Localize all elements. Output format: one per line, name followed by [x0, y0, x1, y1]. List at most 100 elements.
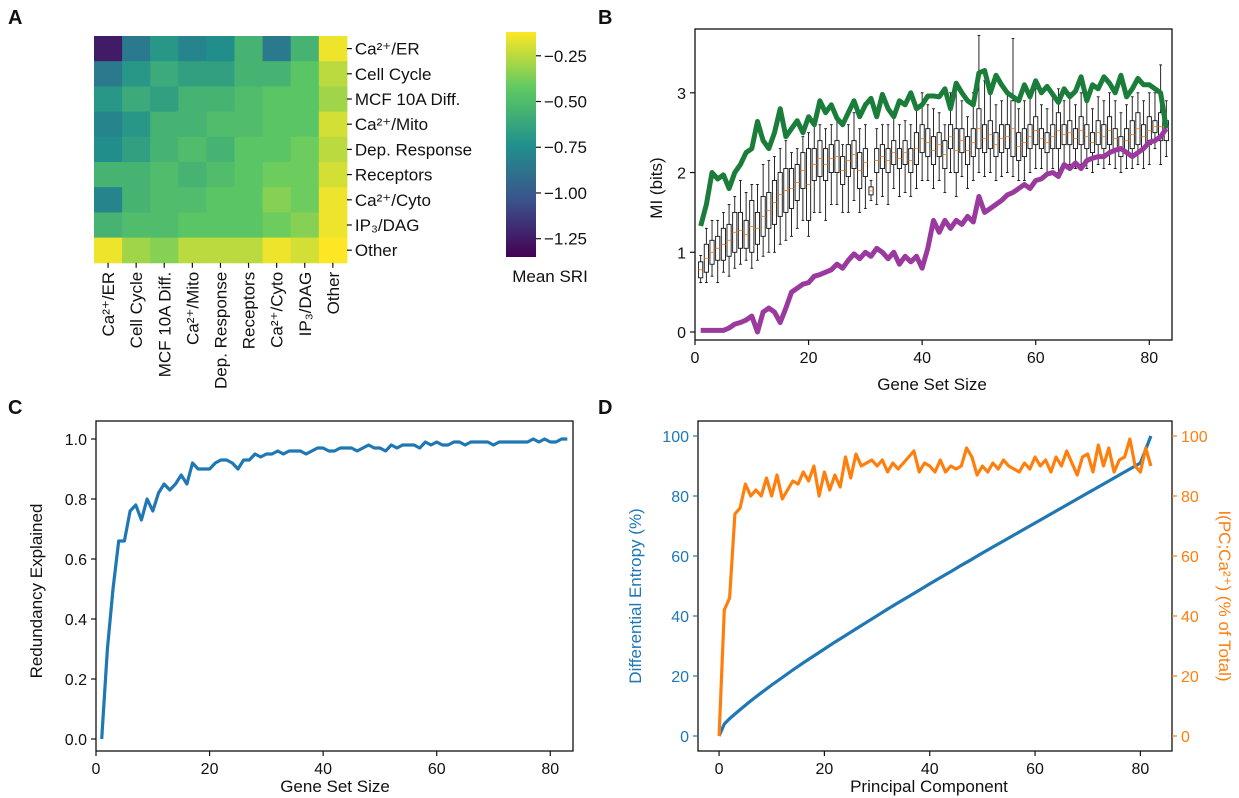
heatmap-cell: [206, 111, 235, 138]
y-tick-label: 0.4: [65, 612, 87, 629]
heatmap-cell: [150, 187, 179, 213]
heatmap-cell: [178, 162, 207, 188]
heatmap-cell: [122, 187, 151, 213]
heatmap-cell: [206, 187, 235, 213]
heatmap-cell: [234, 86, 264, 113]
x-tick-label: 20: [201, 761, 219, 778]
series-line: [100, 437, 568, 740]
panel-d-chart: D 0 20 40 60 80 0 20 40 60 80 100 0 20 40 60 80 100 Prin…: [598, 397, 1234, 796]
y-right-tick-label: 20: [1181, 669, 1199, 686]
heatmap-cell: [122, 61, 151, 87]
column-label: MCF 10A Diff.: [155, 272, 174, 378]
heatmap-cell: [262, 36, 292, 62]
row-label: Receptors: [355, 166, 432, 185]
y-right-tick-label: 0: [1181, 729, 1190, 746]
y-right-tick-label: 100: [1181, 429, 1208, 446]
heatmap-cell: [318, 111, 348, 138]
column-label: Other: [324, 271, 343, 314]
heatmap-cell: [262, 187, 292, 213]
x-tick-label: 40: [913, 350, 931, 367]
x-tick-label: 60: [1026, 761, 1044, 778]
heatmap-cell: [262, 86, 292, 113]
column-label: Ca²⁺/ER: [99, 272, 118, 337]
column-label: Cell Cycle: [127, 272, 146, 349]
heatmap-cell: [234, 111, 264, 138]
row-label: Ca²⁺/Cyto: [355, 191, 431, 210]
y-tick-label: 80: [671, 489, 689, 506]
axes-frame: [694, 28, 1173, 341]
heatmap-cell: [290, 237, 320, 264]
heatmap-cell: [234, 187, 264, 213]
x-tick-label: 80: [1140, 350, 1158, 367]
axes: 0 20 40 60 80 0 1 2 3: [677, 28, 1173, 367]
x-tick-label: 0: [92, 761, 101, 778]
column-label: Dep. Response: [211, 272, 230, 389]
heatmap-cell: [318, 237, 348, 264]
x-axis-label: Gene Set Size: [280, 777, 390, 796]
heatmap-cell: [150, 36, 179, 62]
heatmap-cell: [122, 111, 151, 138]
heatmap-cell: [206, 212, 235, 239]
panel-d-letter: D: [598, 397, 612, 419]
heatmap-cell: [178, 212, 207, 239]
heatmap-cell: [262, 162, 292, 188]
x-tick-label: 80: [1132, 761, 1150, 778]
heatmap-cell: [290, 111, 320, 138]
heatmap-cell: [206, 36, 235, 62]
heatmap-cell: [206, 86, 235, 113]
heatmap-cell: [290, 36, 320, 62]
y-tick-label: 0: [677, 325, 686, 342]
y-right-tick-label: 60: [1181, 549, 1199, 566]
heatmap-cell: [206, 237, 235, 264]
heatmap-cell: [94, 36, 123, 62]
heatmap-cell: [318, 136, 348, 163]
heatmap-cell: [122, 237, 151, 264]
colorbar-label: Mean SRI: [512, 267, 588, 286]
x-tick-label: 60: [428, 761, 446, 778]
y-axis-label: Redundancy Explained: [27, 504, 46, 679]
heatmap-cell: [318, 212, 348, 239]
y-tick-label: 0: [680, 729, 689, 746]
y-tick-label: 0.0: [65, 732, 87, 749]
axes-frame: [697, 420, 1173, 752]
heatmap-cell: [178, 187, 207, 213]
y-tick-label: 20: [671, 669, 689, 686]
y-axis-label: MI (bits): [647, 157, 666, 218]
heatmap-cell: [206, 61, 235, 87]
heatmap-cell: [122, 212, 151, 239]
heatmap-cell: [94, 61, 123, 87]
heatmap-cell: [290, 212, 320, 239]
heatmap-cell: [318, 36, 348, 62]
y-tick-label: 0.2: [65, 672, 87, 689]
x-tick-label: 60: [1027, 350, 1045, 367]
series-line: [717, 435, 1153, 737]
heatmap-cell: [262, 61, 292, 87]
x-tick-label: 80: [541, 761, 559, 778]
panel-a-letter: A: [8, 7, 22, 29]
series-lines: [100, 437, 568, 740]
y-right-tick-label: 40: [1181, 609, 1199, 626]
column-label: Ca²⁺/Mito: [183, 272, 202, 345]
y-tick-label: 1.0: [65, 432, 87, 449]
row-label: MCF 10A Diff.: [355, 90, 461, 109]
panel-a-heatmap: A Ca²⁺/ER Cell Cycle MCF 10A Diff. Ca²⁺/Mit…: [8, 7, 588, 389]
heatmap-cell: [290, 162, 320, 188]
series-lines: [717, 435, 1153, 737]
heatmap-cell: [206, 162, 235, 188]
heatmap-cell: [318, 162, 348, 188]
heatmap-cell: [318, 61, 348, 87]
y-tick-label: 2: [677, 166, 686, 183]
x-axis-label: Principal Component: [850, 777, 1008, 796]
series-lines: [698, 68, 1169, 335]
heatmap-cell: [150, 111, 179, 138]
y-tick-label: 1: [677, 245, 686, 262]
heatmap-cell: [122, 36, 151, 62]
heatmap-cell: [178, 111, 207, 138]
row-label: Other: [355, 241, 398, 260]
heatmap-cell: [234, 162, 264, 188]
panel-b-letter: B: [598, 7, 612, 29]
colorbar: [506, 32, 536, 257]
y-axis-right-label: I(PC;Ca²⁺) (% of Total): [1215, 510, 1234, 681]
heatmap-cell: [178, 86, 207, 113]
heatmap-cell: [262, 212, 292, 239]
